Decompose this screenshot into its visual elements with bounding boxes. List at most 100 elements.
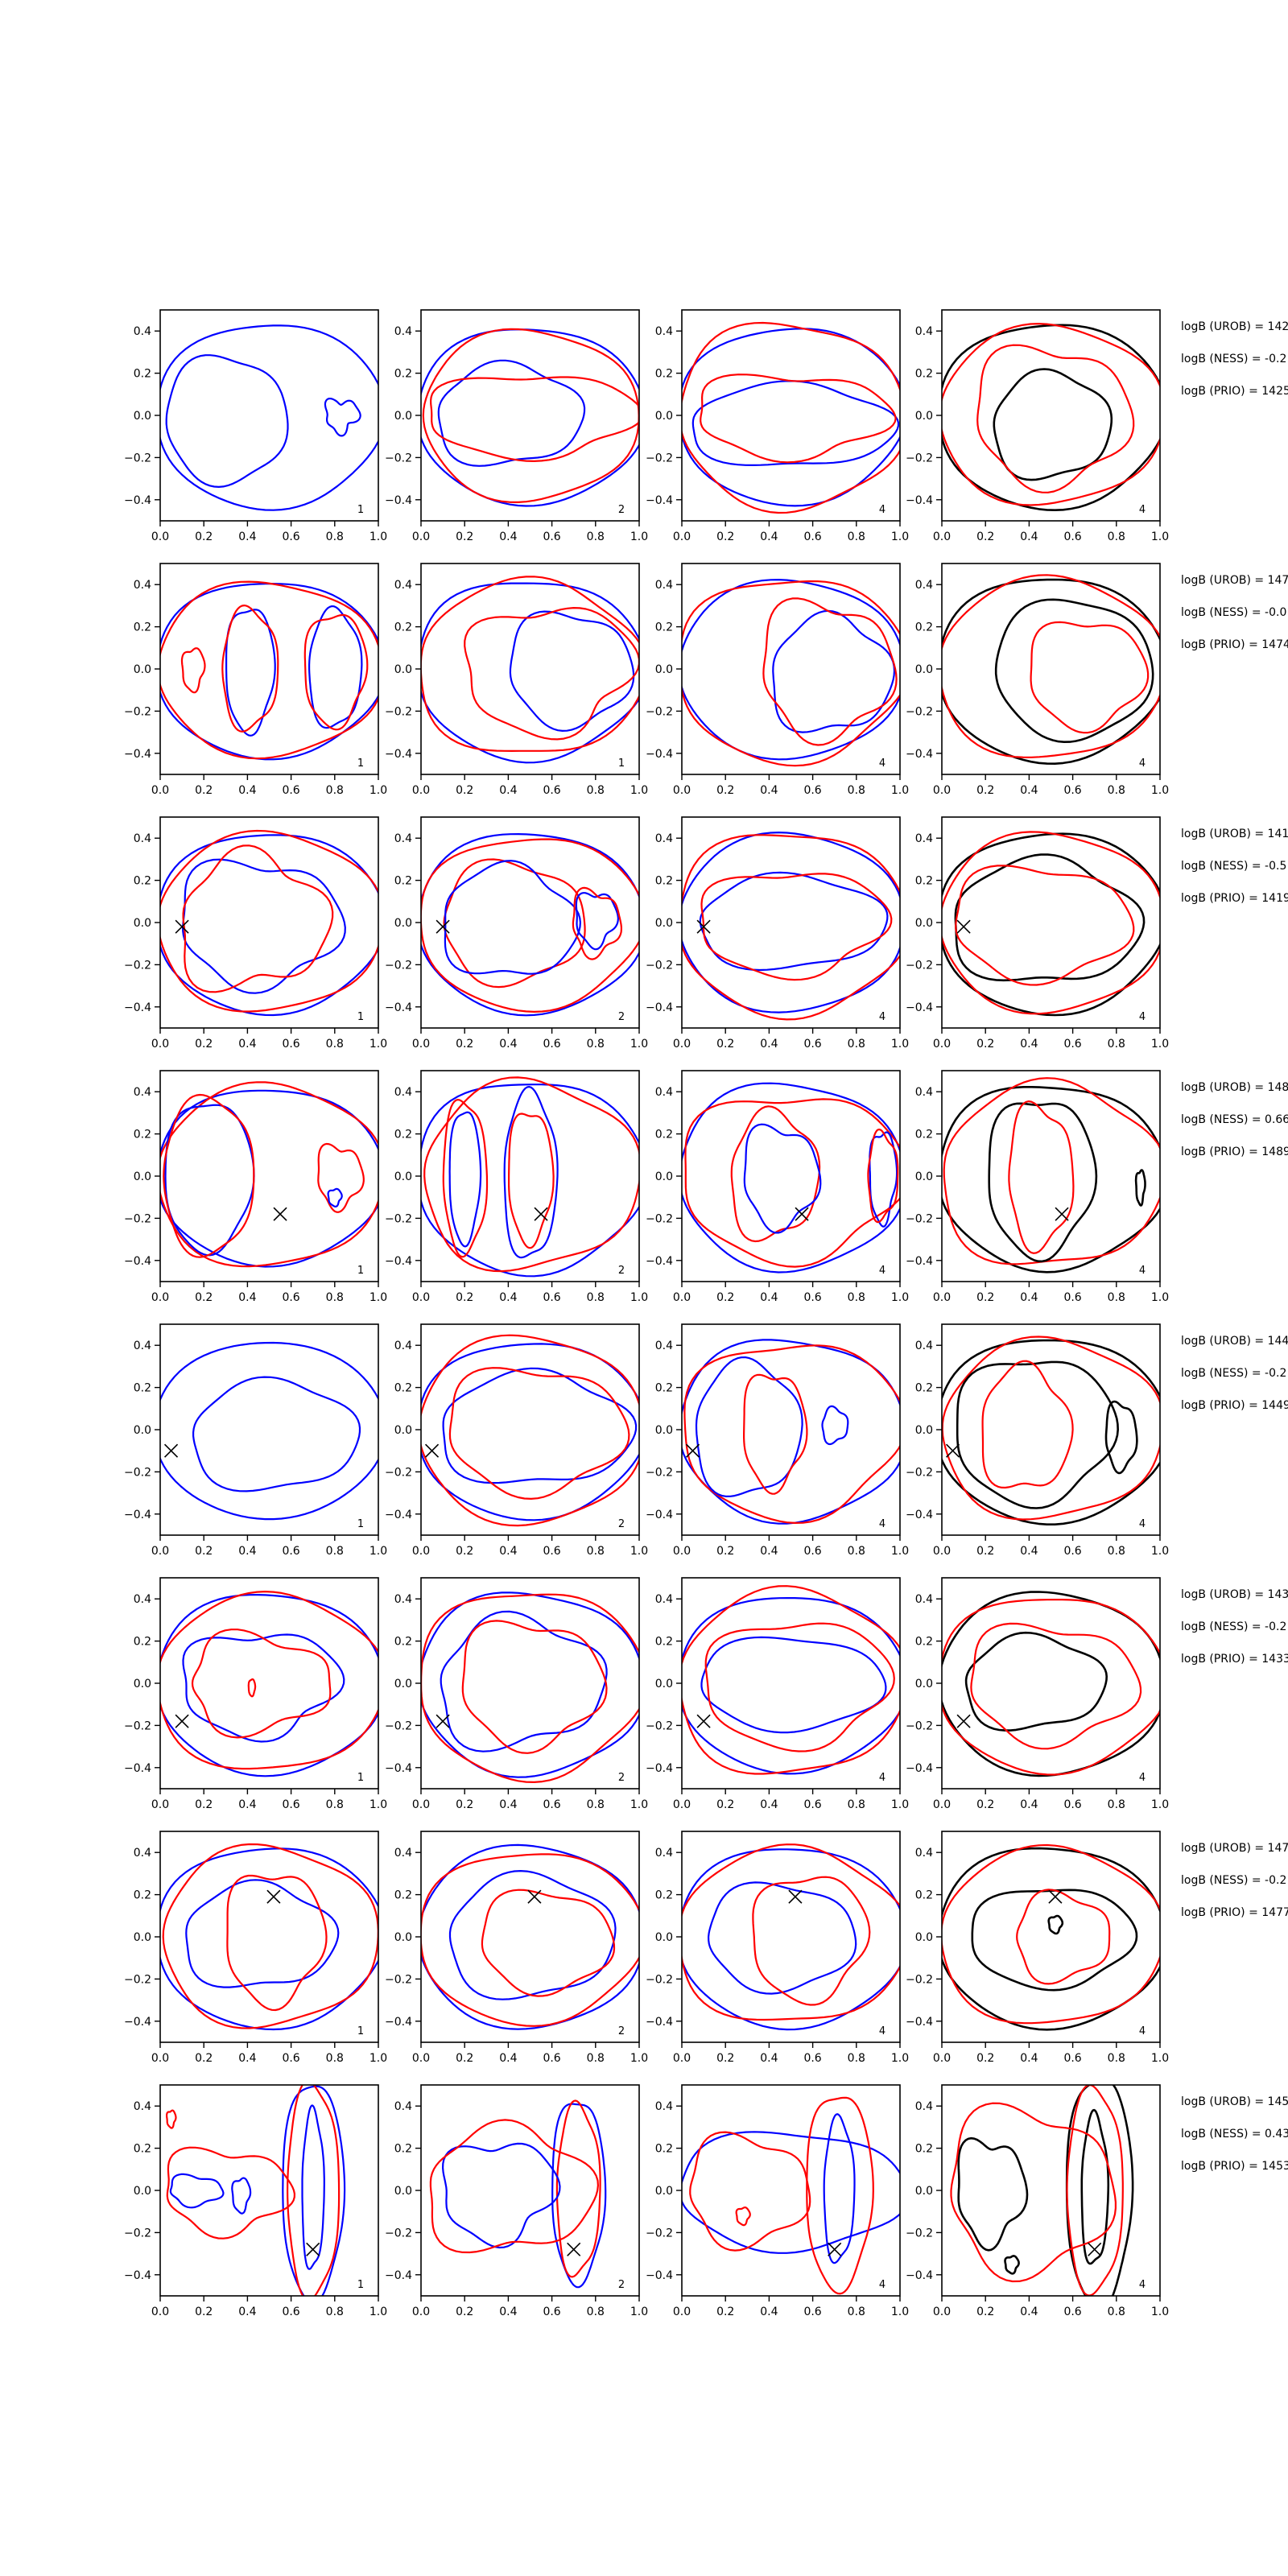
contour-blue-3 <box>442 2142 561 2249</box>
x-tick-label: 0.2 <box>456 1038 473 1051</box>
panel-r4-c1: 0.0 0.2 0.4 0.6 0.8 1.0 0.4 0.2 0.0 −0.2 −0.4 1 <box>124 1070 387 1304</box>
y-tick-label: 0.0 <box>394 1678 412 1690</box>
y-tick-label: −0.4 <box>646 2269 673 2282</box>
x-tick-label: 0.4 <box>760 2306 778 2318</box>
panel-label: 1 <box>357 2279 364 2291</box>
panel-label: 2 <box>618 1011 625 1023</box>
contour-blue-1 <box>682 1082 900 1274</box>
y-tick-label: 0.0 <box>394 410 412 423</box>
y-tick-label: 0.2 <box>655 1382 673 1395</box>
x-tick-label: 0.0 <box>673 784 691 797</box>
contour-black-3 <box>956 1360 1119 1509</box>
y-tick-label: −0.2 <box>385 1212 412 1225</box>
x-tick-label: 0.0 <box>933 784 951 797</box>
y-tick-label: −0.4 <box>906 2269 933 2282</box>
x-tick-label: 0.8 <box>587 1798 605 1811</box>
panel-r8-c1: 0.0 0.2 0.4 0.6 0.8 1.0 0.4 0.2 0.0 −0.2 −0.4 1 <box>124 2084 387 2318</box>
row-5: 0.0 0.2 0.4 0.6 0.8 1.00.40.20.0−0.2−0.410.0 0… <box>124 1323 1288 1558</box>
x-tick-label: 1.0 <box>891 1545 909 1558</box>
x-tick-label: 0.6 <box>1063 1291 1081 1304</box>
axes-frame <box>420 816 640 1029</box>
x-tick-label: 0.8 <box>587 784 605 797</box>
panel-label: 4 <box>1139 1011 1146 1023</box>
contour-blue-3 <box>182 858 346 994</box>
y-tick-label: 0.4 <box>915 1847 933 1860</box>
y-tick-label: 0.4 <box>394 832 412 845</box>
y-tick-label: 0.4 <box>134 832 151 845</box>
x-tick-label: 0.4 <box>499 530 517 543</box>
panel-r6-c4: 0.0 0.2 0.4 0.6 0.8 1.0 0.4 0.2 0.0 −0.2 −0.4 4 <box>906 1577 1169 1811</box>
y-tick-label: 0.4 <box>394 579 412 592</box>
contour-red-2 <box>682 321 900 514</box>
contour-red-4 <box>1030 621 1150 734</box>
y-tick-label: 0.2 <box>394 875 412 888</box>
contour-red-4 <box>481 1889 616 1997</box>
panel-r1-c3: 0.0 0.2 0.4 0.6 0.8 1.0 0.4 0.2 0.0 −0.2 −0.4 4 <box>646 309 909 543</box>
x-tick-label: 0.2 <box>716 1038 734 1051</box>
x-tick-label: 0.6 <box>282 1291 299 1304</box>
x-tick-label: 0.0 <box>412 784 430 797</box>
contour-red-2 <box>421 1593 639 1783</box>
y-tick-label: 0.0 <box>655 1931 673 1944</box>
x-tick-label: 0.6 <box>543 2306 560 2318</box>
x-marker <box>945 1443 960 1458</box>
x-marker <box>534 1207 548 1221</box>
y-tick-label: −0.2 <box>906 2227 933 2240</box>
contour-black-3 <box>988 1102 1098 1263</box>
y-tick-label: −0.4 <box>906 1509 933 1521</box>
logb-annotation-2: logB (NESS) = -0.2 <box>1181 1874 1286 1887</box>
panel-r1-c2: 0.0 0.2 0.4 0.6 0.8 1.0 0.4 0.2 0.0 −0.2 −0.4 2 <box>385 309 648 543</box>
logb-annotation-3: logB (PRIO) = 1425 <box>1181 385 1288 398</box>
panel-r1-c1: 0.0 0.2 0.4 0.6 0.8 1.0 0.4 0.2 0.0 −0.2 −0.4 1 <box>124 309 387 543</box>
x-tick-label: 1.0 <box>891 2052 909 2065</box>
contour-black-4 <box>957 2136 1029 2252</box>
row-8: 0.0 0.2 0.4 0.6 0.8 1.00.40.20.0−0.2−0.410.0 0… <box>124 2084 1288 2318</box>
x-tick-label: 0.2 <box>976 1291 994 1304</box>
y-tick-label: −0.4 <box>385 2016 412 2029</box>
contour-group <box>160 1591 378 1777</box>
y-tick-label: 0.0 <box>394 917 412 930</box>
y-tick-label: 0.2 <box>915 368 933 381</box>
y-tick-label: −0.2 <box>124 1973 151 1986</box>
x-tick-label: 0.6 <box>803 784 821 797</box>
y-tick-label: −0.2 <box>385 1719 412 1732</box>
y-tick-label: 0.2 <box>915 621 933 634</box>
x-tick-label: 0.6 <box>803 2052 821 2065</box>
y-tick-label: 0.2 <box>915 1382 933 1395</box>
x-tick-label: 1.0 <box>891 2306 909 2318</box>
y-tick-label: 0.0 <box>655 410 673 423</box>
axes-frame <box>159 816 379 1029</box>
panel-r6-c1: 0.0 0.2 0.4 0.6 0.8 1.0 0.4 0.2 0.0 −0.2 −0.4 1 <box>124 1577 387 1811</box>
x-tick-label: 1.0 <box>630 1798 648 1811</box>
y-tick-label: −0.4 <box>385 1255 412 1268</box>
x-marker <box>788 1889 803 1904</box>
panel-label: 2 <box>618 1518 625 1530</box>
contour-red-4 <box>191 1629 332 1739</box>
y-tick-label: 0.4 <box>134 1593 151 1606</box>
x-tick-label: 0.4 <box>499 1798 517 1811</box>
x-tick-label: 1.0 <box>369 1291 387 1304</box>
contour-red-5 <box>317 1142 365 1213</box>
logb-annotation-2: logB (NESS) = -0.2 <box>1181 1367 1286 1380</box>
contour-red-6 <box>867 1129 899 1224</box>
x-tick-label: 0.6 <box>282 784 299 797</box>
x-tick-label: 0.0 <box>412 2052 430 2065</box>
y-tick-label: 0.4 <box>394 2100 412 2113</box>
contour-blue-1 <box>282 2085 346 2296</box>
contour-black-3 <box>971 1889 1138 1992</box>
x-tick-label: 0.4 <box>1020 2306 1038 2318</box>
x-tick-label: 0.4 <box>760 784 778 797</box>
axes-frame <box>941 1577 1161 1790</box>
x-tick-label: 1.0 <box>1151 784 1169 797</box>
panel-label: 4 <box>879 1265 886 1277</box>
y-tick-label: −0.4 <box>124 748 151 761</box>
contour-blue-3 <box>440 1610 608 1752</box>
x-tick-label: 0.8 <box>1108 530 1125 543</box>
contour-red-2 <box>942 1335 1160 1521</box>
contour-red-2 <box>943 1077 1160 1265</box>
x-tick-label: 0.2 <box>195 1291 213 1304</box>
contour-red-2 <box>421 576 639 752</box>
y-tick-label: 0.4 <box>915 832 933 845</box>
y-tick-label: −0.2 <box>646 452 673 464</box>
x-tick-label: 0.4 <box>238 784 256 797</box>
